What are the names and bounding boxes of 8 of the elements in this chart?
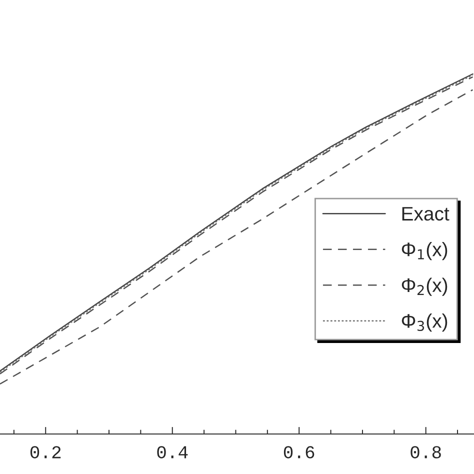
legend-label: Φ$_{1}$(x) xyxy=(402,242,448,260)
legend-label: Exact xyxy=(402,207,450,221)
x-tick-label: 0.6 xyxy=(284,446,314,458)
x-tick-label: 0.8 xyxy=(410,446,441,458)
legend-label: Φ$_{3}$(x) xyxy=(402,314,448,332)
x-tick-label: 0.2 xyxy=(30,446,61,458)
legend-label: Φ$_{2}$(x) xyxy=(402,278,448,296)
x-tick-label: 0.4 xyxy=(157,446,188,458)
